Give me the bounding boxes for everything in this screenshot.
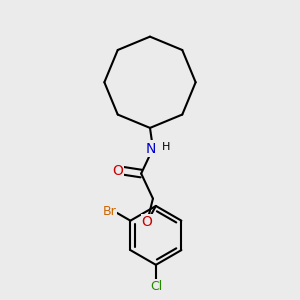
Text: H: H bbox=[162, 142, 170, 152]
Text: Br: Br bbox=[103, 205, 116, 218]
Text: Cl: Cl bbox=[150, 280, 162, 293]
Text: O: O bbox=[142, 215, 152, 229]
Text: O: O bbox=[112, 164, 123, 178]
Text: N: N bbox=[146, 142, 156, 155]
